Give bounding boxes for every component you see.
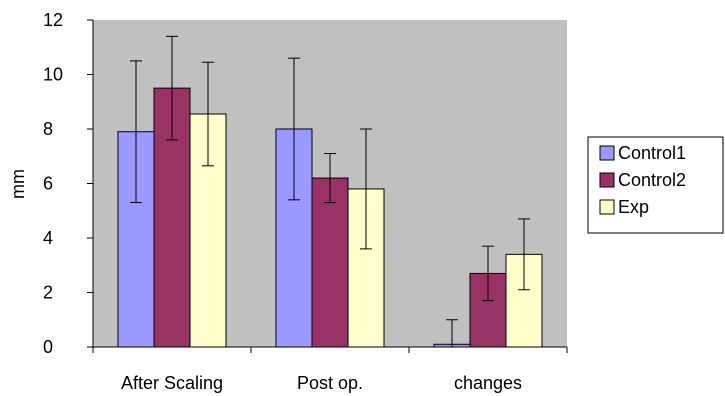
legend-swatch-control2 <box>599 172 615 188</box>
y-tick-label: 0 <box>43 337 53 357</box>
x-tick-label: After Scaling <box>121 373 223 393</box>
legend-label-control2: Control2 <box>618 170 686 190</box>
y-tick-label: 2 <box>43 283 53 303</box>
x-axis: After Scaling Post op. changes <box>92 346 568 393</box>
x-tick-label: Post op. <box>297 373 363 393</box>
legend-label-control1: Control1 <box>618 143 686 163</box>
y-axis-label: mm <box>8 169 28 199</box>
bar-control2 <box>311 177 349 348</box>
legend-swatch-control1 <box>599 145 615 161</box>
y-tick-label: 8 <box>43 119 53 139</box>
y-tick-label: 6 <box>43 174 53 194</box>
bar-series-group <box>117 35 543 348</box>
legend-swatch-exp <box>599 199 615 215</box>
x-tick-label: changes <box>454 373 522 393</box>
legend: Control1 Control2 Exp <box>587 136 724 234</box>
legend-label-exp: Exp <box>618 197 649 217</box>
y-tick-label: 4 <box>43 228 53 248</box>
y-axis-ticks: 0 2 4 6 8 10 12 <box>43 10 94 357</box>
y-tick-label: 10 <box>43 65 63 85</box>
y-tick-label: 12 <box>43 10 63 30</box>
